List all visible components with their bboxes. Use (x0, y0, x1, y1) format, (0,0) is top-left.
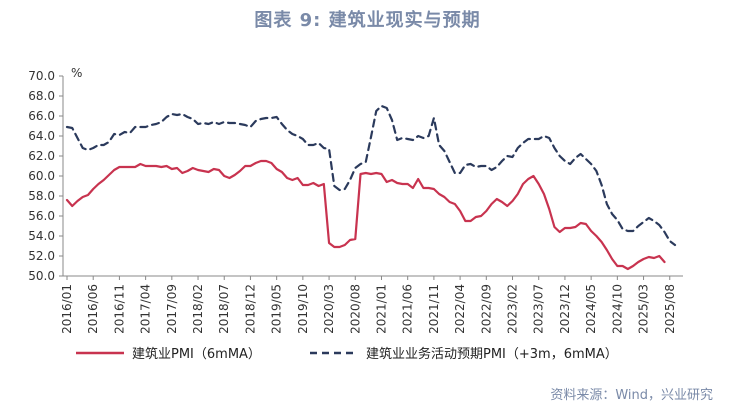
series-line-construction-expectation-pmi (65, 104, 677, 247)
source-note: 资料来源：Wind，兴业研究 (550, 388, 713, 403)
y-axis-unit-label: % (71, 66, 82, 80)
y-tick-label: 68.0 (28, 89, 55, 103)
legend-label: 建筑业PMI（6mMA） (132, 346, 261, 362)
x-tick-label: 2017/04 (139, 284, 153, 334)
x-tick-label: 2021/06 (401, 284, 415, 334)
y-tick-label: 60.0 (28, 169, 55, 183)
y-tick-label: 66.0 (28, 109, 55, 123)
x-tick-label: 2016/06 (86, 284, 100, 334)
y-tick-label: 70.0 (28, 69, 55, 83)
y-tick-label: 52.0 (28, 249, 55, 263)
x-tick-label: 2019/05 (270, 284, 284, 334)
chart-axes: 70.0 68.0 66.0 64.0 62.0 60.0 58.0 56.0 54.0 52.0… (28, 66, 683, 334)
x-tick-label: 2020/08 (348, 284, 362, 334)
x-tick-label: 2021/01 (374, 284, 388, 334)
x-tick-label: 2022/04 (453, 284, 467, 334)
y-tick-label: 64.0 (28, 129, 55, 143)
x-tick-label: 2022/09 (479, 284, 493, 334)
x-tick-label: 2018/07 (217, 284, 231, 334)
legend-label: 建筑业业务活动预期PMI（+3m，6mMA） (366, 346, 618, 362)
y-tick-label: 62.0 (28, 149, 55, 163)
x-tick-label: 2019/10 (296, 284, 310, 334)
x-tick-label: 2024/10 (610, 284, 624, 334)
x-tick-label: 2023/07 (532, 284, 546, 334)
x-tick-label: 2025/08 (663, 284, 677, 334)
chart-title: 图表 9: 建筑业现实与预期 (254, 10, 481, 31)
x-tick-label: 2024/05 (584, 284, 598, 334)
x-tick-label: 2025/03 (637, 284, 651, 334)
x-tick-label: 2023/12 (558, 284, 572, 334)
x-tick-label: 2017/09 (165, 284, 179, 334)
y-tick-label: 54.0 (28, 229, 55, 243)
x-tick-label: 2016/01 (60, 284, 74, 334)
chart-series (65, 104, 677, 271)
x-tick-label: 2018/02 (191, 284, 205, 334)
x-tick-label: 2018/12 (243, 284, 257, 334)
x-tick-label: 2021/11 (427, 284, 441, 334)
chart-legend: 建筑业PMI（6mMA） 建筑业业务活动预期PMI（+3m，6mMA） (76, 346, 618, 362)
y-tick-label: 56.0 (28, 209, 55, 223)
y-tick-label: 50.0 (28, 269, 55, 283)
x-tick-label: 2016/11 (112, 284, 126, 334)
series-line-construction-pmi (65, 159, 666, 271)
x-tick-label: 2020/03 (322, 284, 336, 334)
x-tick-label: 2023/02 (506, 284, 520, 334)
y-tick-label: 58.0 (28, 189, 55, 203)
